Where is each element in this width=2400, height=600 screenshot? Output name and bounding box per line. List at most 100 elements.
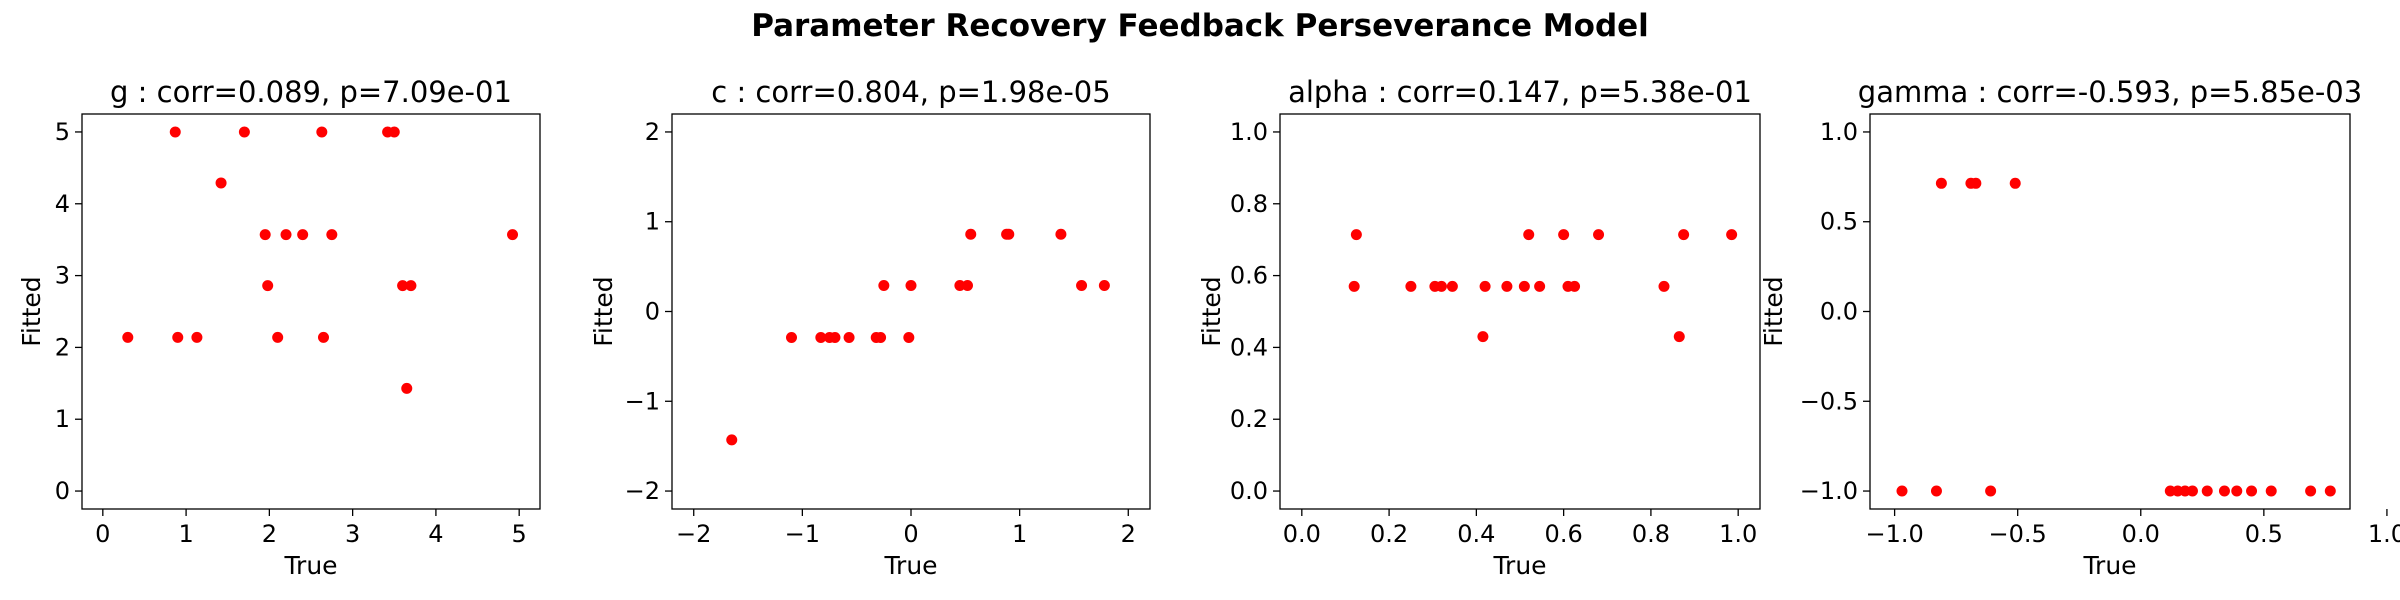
x-tick-label: 2	[1121, 520, 1136, 548]
data-point	[905, 279, 917, 291]
plot-frame	[81, 113, 541, 510]
y-tick-label: −1	[625, 387, 660, 415]
x-tick-label: 0.4	[1457, 520, 1495, 548]
data-point	[397, 280, 409, 292]
x-tick-label: 0.5	[2245, 520, 2283, 548]
y-axis-label: Fitted	[1197, 276, 1226, 346]
data-point	[965, 228, 977, 240]
data-point	[122, 331, 134, 343]
chart-panel: gamma : corr=-0.593, p=5.85e-03 −1.0 −0.5 0…	[1759, 75, 2400, 580]
data-point	[1523, 229, 1535, 241]
y-tick-label: 3	[55, 262, 70, 290]
x-tick-label: 3	[345, 520, 360, 548]
data-point	[1348, 280, 1360, 292]
data-point	[1435, 280, 1447, 292]
chart-title: c : corr=0.804, p=1.98e-05	[711, 75, 1110, 109]
data-point	[2246, 485, 2258, 497]
x-axis-label: True	[283, 551, 337, 580]
x-tick-label: 2	[262, 520, 277, 548]
x-tick-label: 1.0	[2368, 520, 2400, 548]
x-tick-label: 0.0	[1283, 520, 1321, 548]
figure-title: Parameter Recovery Feedback Perseverance…	[751, 8, 1649, 44]
data-point	[317, 331, 329, 343]
data-point	[1558, 229, 1570, 241]
x-tick-label: 0.2	[1370, 520, 1408, 548]
data-point	[815, 332, 827, 344]
data-point	[786, 332, 797, 344]
data-point	[262, 280, 274, 292]
x-tick-label: 0	[903, 520, 918, 548]
data-point	[1985, 485, 1997, 497]
x-tick-label: 0.0	[2122, 520, 2160, 548]
data-point	[1076, 279, 1088, 291]
data-point	[172, 331, 184, 343]
chart-title: g : corr=0.089, p=7.09e-01	[110, 75, 512, 109]
data-point	[1930, 485, 1942, 497]
y-tick-label: 4	[55, 190, 70, 218]
data-point	[2186, 485, 2198, 497]
data-point	[2218, 485, 2230, 497]
data-point	[954, 279, 966, 291]
plot-frame	[671, 113, 1151, 510]
data-point	[297, 229, 309, 241]
data-point	[1518, 280, 1530, 292]
x-tick-label: −2	[676, 520, 711, 548]
y-tick-label: 2	[645, 118, 660, 146]
y-axis-label: Fitted	[589, 276, 618, 346]
y-tick-label: −1.0	[1800, 477, 1858, 505]
data-point	[1896, 485, 1908, 497]
data-point	[326, 229, 338, 241]
x-tick-label: 0	[95, 520, 110, 548]
data-point	[215, 177, 227, 189]
y-tick-label: 0.0	[1820, 298, 1858, 326]
data-point	[1405, 280, 1417, 292]
y-tick-label: −0.5	[1800, 387, 1858, 415]
data-point	[401, 382, 413, 394]
data-point	[405, 280, 417, 292]
data-point	[1658, 280, 1670, 292]
y-tick-label: 0.8	[1230, 190, 1268, 218]
chart-panel: alpha : corr=0.147, p=5.38e-01 0.0 0.2 0.4 0…	[1197, 75, 1761, 580]
plot-frame	[1279, 113, 1761, 510]
data-point	[1593, 229, 1605, 241]
data-point	[829, 332, 841, 344]
y-tick-label: 0.4	[1230, 333, 1268, 361]
y-axis-label: Fitted	[17, 276, 46, 346]
data-point	[1678, 229, 1690, 241]
data-point	[1477, 331, 1489, 343]
chart-panel: c : corr=0.804, p=1.98e-05 −2 −1 0 1 2 −2 −1 0 1 2…	[589, 75, 1151, 580]
plot-frame	[1869, 113, 2351, 510]
data-point	[316, 126, 328, 138]
data-point	[1350, 229, 1362, 241]
x-tick-label: 5	[512, 520, 527, 548]
y-tick-label: 1.0	[1230, 118, 1268, 146]
chart-title: alpha : corr=0.147, p=5.38e-01	[1288, 75, 1752, 109]
x-tick-label: 0.6	[1545, 520, 1583, 548]
chart-panel: g : corr=0.089, p=7.09e-01 0 1 2 3 4 5 0 1 2 3 4 5 Tr…	[17, 75, 541, 580]
data-point	[1935, 177, 1947, 189]
x-tick-label: 0.8	[1632, 520, 1670, 548]
data-point	[280, 229, 292, 241]
x-axis-label: True	[883, 551, 937, 580]
y-tick-label: 0.0	[1230, 477, 1268, 505]
data-point	[1726, 229, 1738, 241]
y-tick-label: 0	[55, 477, 70, 505]
data-point	[726, 434, 738, 446]
data-point	[272, 331, 284, 343]
x-axis-label: True	[2082, 551, 2136, 580]
data-point	[169, 126, 181, 138]
data-point	[1534, 280, 1546, 292]
y-tick-label: 0.2	[1230, 405, 1268, 433]
y-axis-label: Fitted	[1759, 276, 1788, 346]
data-point	[2231, 485, 2243, 497]
y-tick-label: 0.5	[1820, 208, 1858, 236]
data-point	[903, 332, 915, 344]
data-point	[1446, 280, 1458, 292]
y-tick-label: 0.6	[1230, 262, 1268, 290]
x-tick-label: −1.0	[1865, 520, 1923, 548]
x-tick-label: 1	[178, 520, 193, 548]
data-point	[875, 332, 887, 344]
x-tick-label: 1.0	[1719, 520, 1757, 548]
y-tick-label: −2	[625, 477, 660, 505]
x-axis-label: True	[1492, 551, 1546, 580]
